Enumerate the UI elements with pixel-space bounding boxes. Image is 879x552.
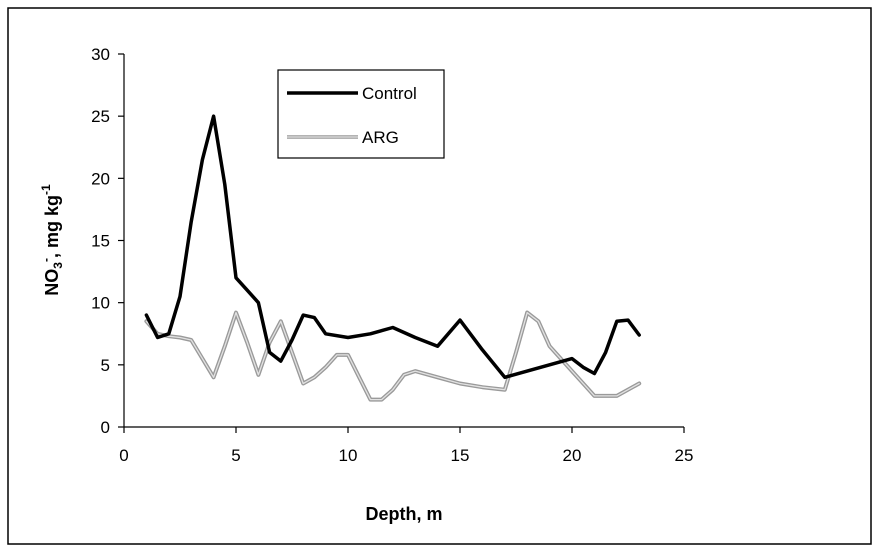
legend: Control ARG	[277, 69, 445, 159]
y-axis-title-charge: -	[39, 258, 53, 262]
legend-box	[277, 69, 445, 159]
y-axis-title-units: , mg kg	[42, 195, 62, 258]
y-tick-label: 25	[91, 107, 110, 126]
x-tick-label: 10	[339, 446, 358, 465]
y-axis-title-base: NO	[42, 269, 62, 296]
x-tick-label: 20	[563, 446, 582, 465]
x-tick-label: 0	[119, 446, 128, 465]
x-tick-label: 15	[451, 446, 470, 465]
legend-item-control: Control	[287, 84, 417, 103]
legend-label-control: Control	[362, 84, 417, 103]
legend-label-arg: ARG	[362, 128, 399, 147]
series-layer	[144, 114, 642, 402]
series-line-control	[144, 114, 641, 380]
x-ticks: 0 5 10 15 20 25	[119, 427, 693, 465]
y-tick-label: 5	[101, 356, 110, 375]
legend-item-arg: ARG	[287, 128, 399, 147]
y-axis-title-exp: -1	[39, 184, 53, 195]
y-axis-title: NO3-, mg kg-1	[39, 184, 65, 296]
x-axis-title: Depth, m	[365, 504, 442, 524]
x-tick-label: 5	[231, 446, 240, 465]
series-line-arg-inner	[145, 311, 640, 401]
y-tick-label: 0	[101, 418, 110, 437]
y-tick-label: 20	[91, 169, 110, 188]
y-tick-label: 10	[91, 294, 110, 313]
y-tick-label: 15	[91, 232, 110, 251]
x-tick-label: 25	[675, 446, 694, 465]
y-tick-label: 30	[91, 45, 110, 64]
y-axis-title-sub: 3	[51, 262, 65, 269]
y-ticks: 0 5 10 15 20 25 30	[91, 45, 124, 437]
